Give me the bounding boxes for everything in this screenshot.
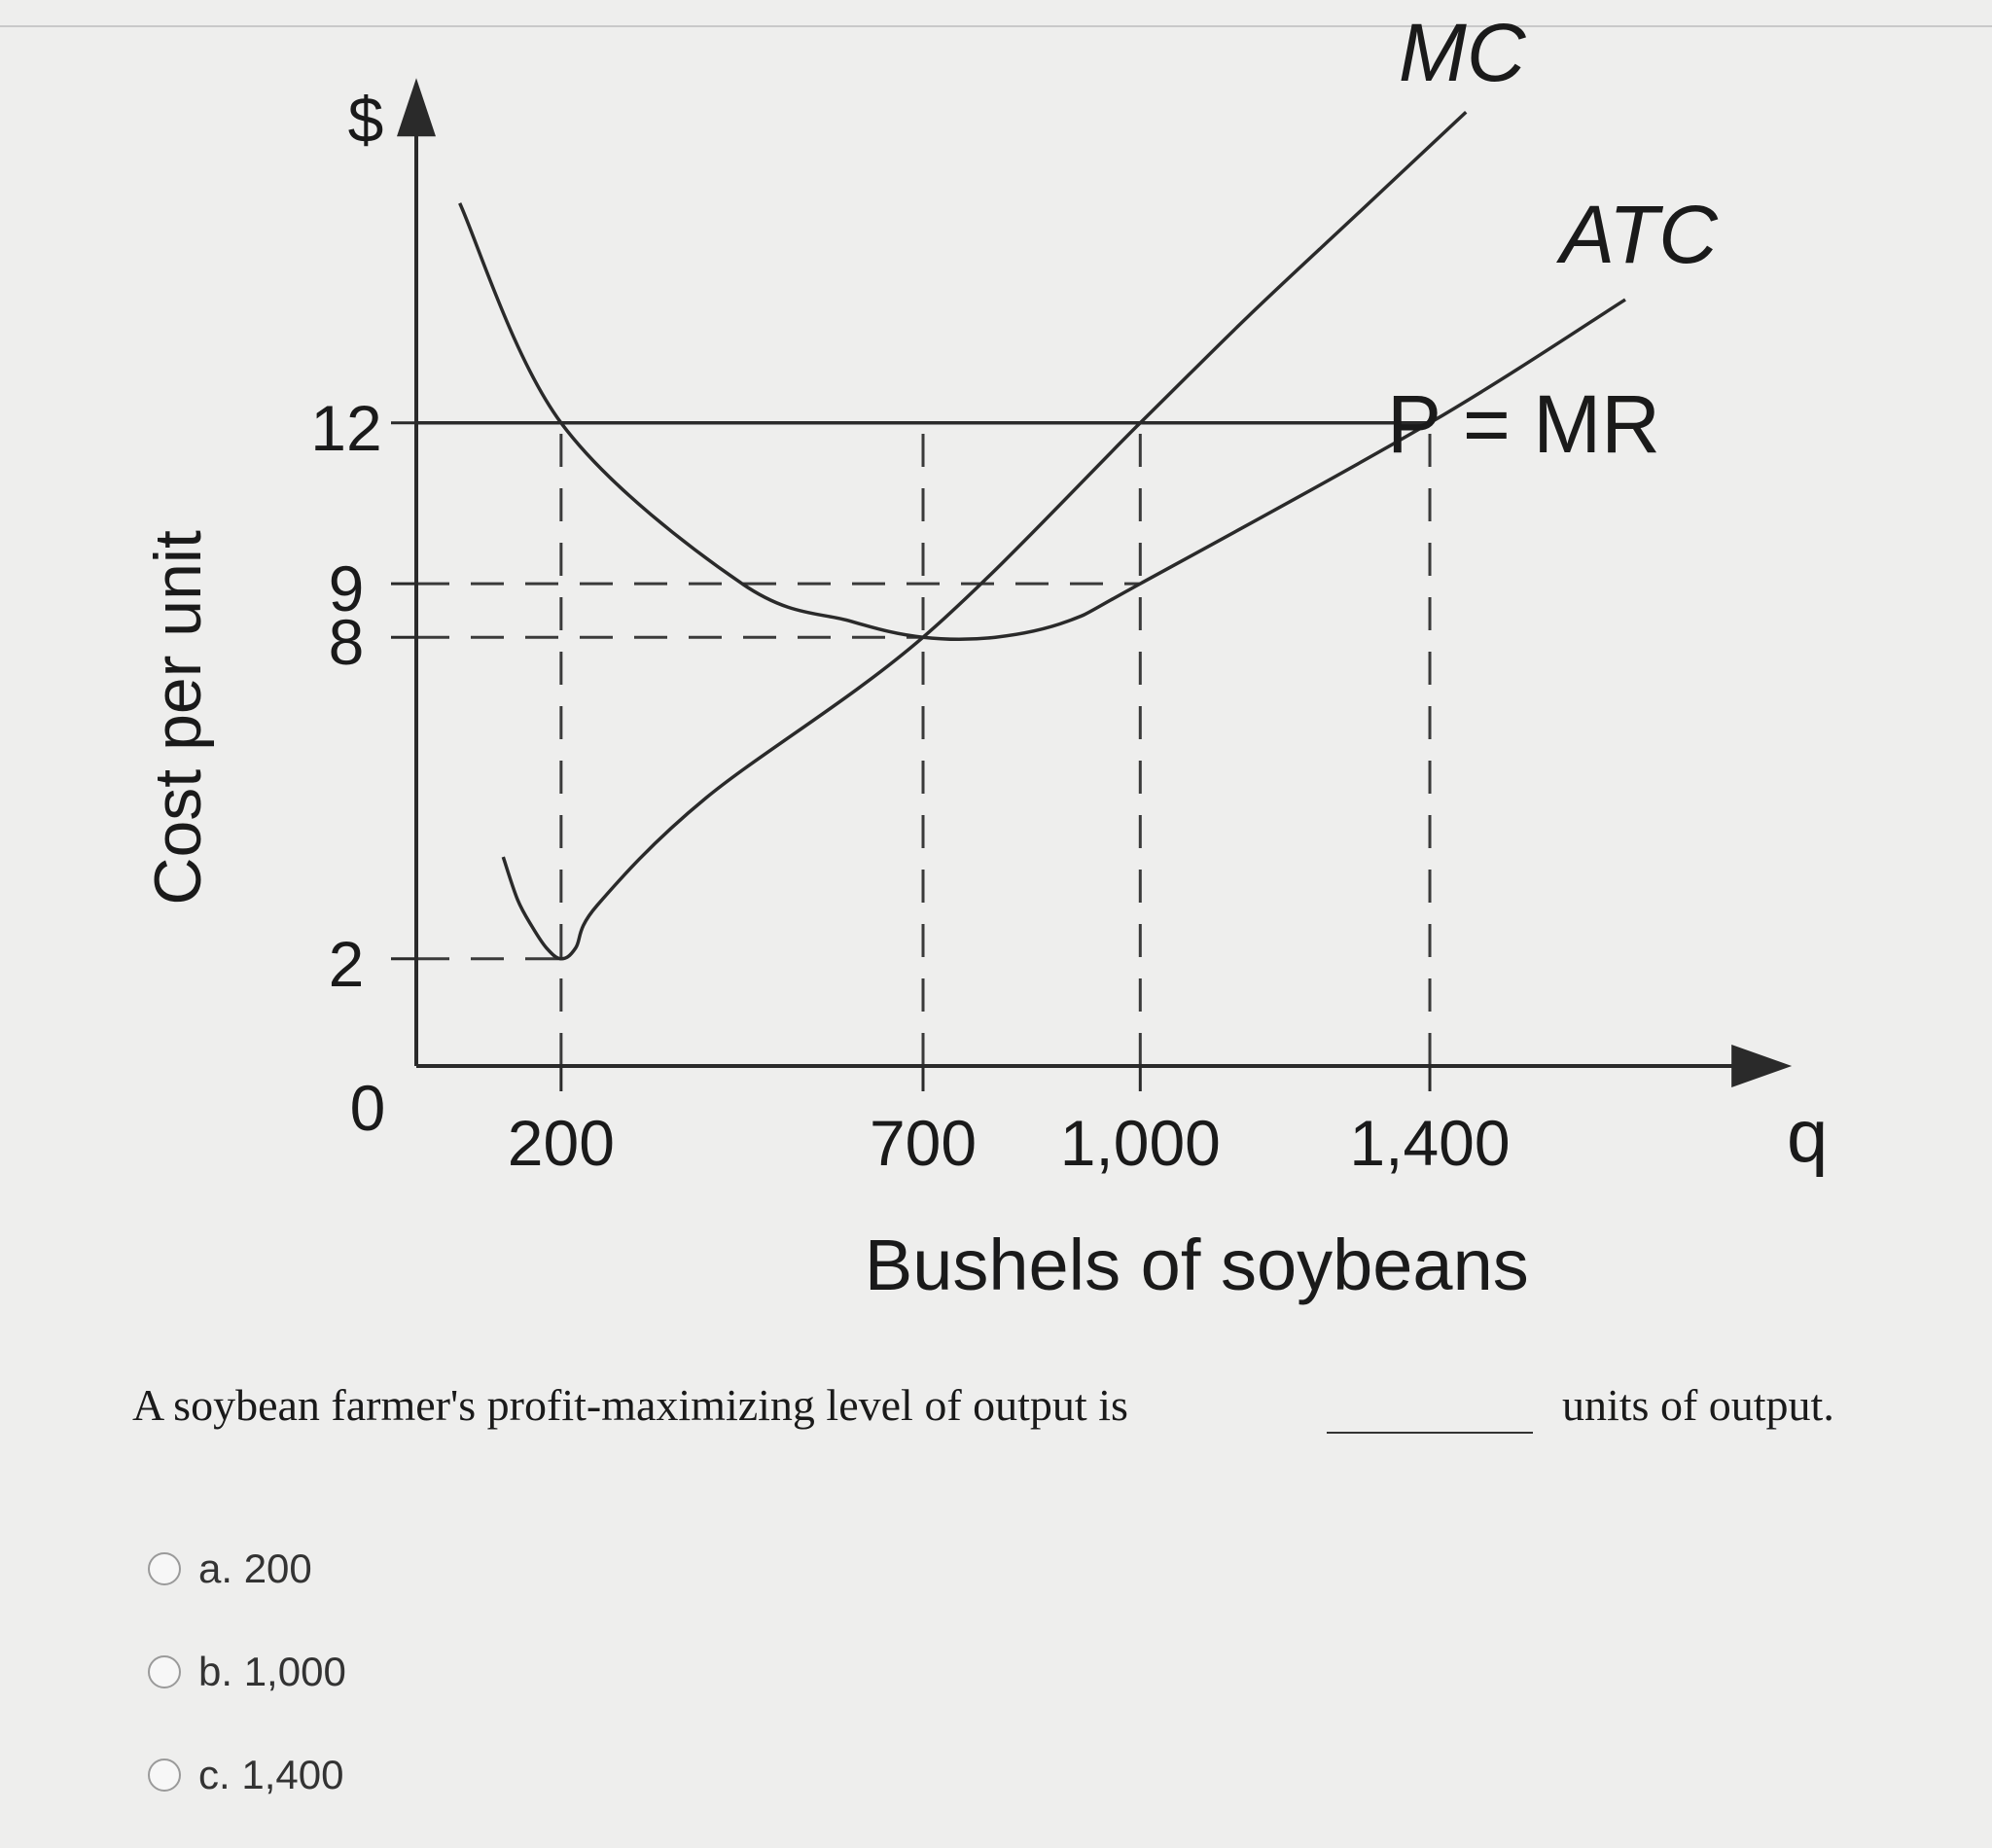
x-axis-arrowhead <box>1731 1045 1793 1087</box>
option-c-label: c. 1,400 <box>198 1752 344 1797</box>
x-tick-label: 700 <box>870 1107 977 1179</box>
chart-labels: 2 89 12 200 700 1,000 1,400 0 MC ATC P = MR Cost pe… <box>141 7 1828 1305</box>
radio-button-c[interactable] <box>148 1759 181 1792</box>
origin-label: 0 <box>350 1072 386 1144</box>
y-axis-title: Cost per unit <box>141 530 215 906</box>
cost-curves <box>416 110 1626 961</box>
x-unit-label: q <box>1787 1095 1828 1178</box>
y-tick-label: 2 <box>329 928 365 1000</box>
question-text-before: A soybean farmer's profit-maximizing lev… <box>132 1380 1128 1430</box>
answer-blank <box>1327 1432 1533 1434</box>
y-unit-label: $ <box>348 84 384 156</box>
option-b[interactable]: b. 1,000 <box>148 1642 346 1702</box>
option-c[interactable]: c. 1,400 <box>148 1745 346 1805</box>
answer-options: a. 200 b. 1,000 c. 1,400 <box>148 1539 346 1848</box>
cost-curves-chart: 2 89 12 200 700 1,000 1,400 0 MC ATC P = MR Cost pe… <box>141 7 1828 1305</box>
chart-axes <box>391 78 1793 1091</box>
x-tick-label: 200 <box>508 1107 615 1179</box>
y-tick-label: 8 <box>329 606 365 678</box>
atc-label: ATC <box>1555 189 1719 280</box>
question-text-after: units of output. <box>1562 1380 1834 1430</box>
question-prompt: A soybean farmer's profit-maximizing lev… <box>132 1379 1903 1438</box>
x-axis-title: Bushels of soybeans <box>865 1225 1529 1305</box>
x-tick-label: 1,400 <box>1349 1107 1510 1179</box>
curve-atc <box>458 202 1626 641</box>
radio-button-b[interactable] <box>148 1655 181 1688</box>
y-axis-arrowhead <box>397 78 436 137</box>
dashed-guide-lines <box>416 422 1432 1066</box>
option-a-label: a. 200 <box>198 1546 312 1591</box>
top-divider <box>0 25 1992 27</box>
p-mr-label: P = MR <box>1387 378 1660 470</box>
curve-mc <box>501 110 1468 961</box>
x-tick-label: 1,000 <box>1060 1107 1221 1179</box>
radio-button-a[interactable] <box>148 1552 181 1585</box>
mc-label: MC <box>1399 7 1527 98</box>
y-tick-label: 9 <box>329 552 365 624</box>
option-a[interactable]: a. 200 <box>148 1539 346 1599</box>
option-b-label: b. 1,000 <box>198 1649 346 1694</box>
y-tick-label: 12 <box>310 392 381 464</box>
